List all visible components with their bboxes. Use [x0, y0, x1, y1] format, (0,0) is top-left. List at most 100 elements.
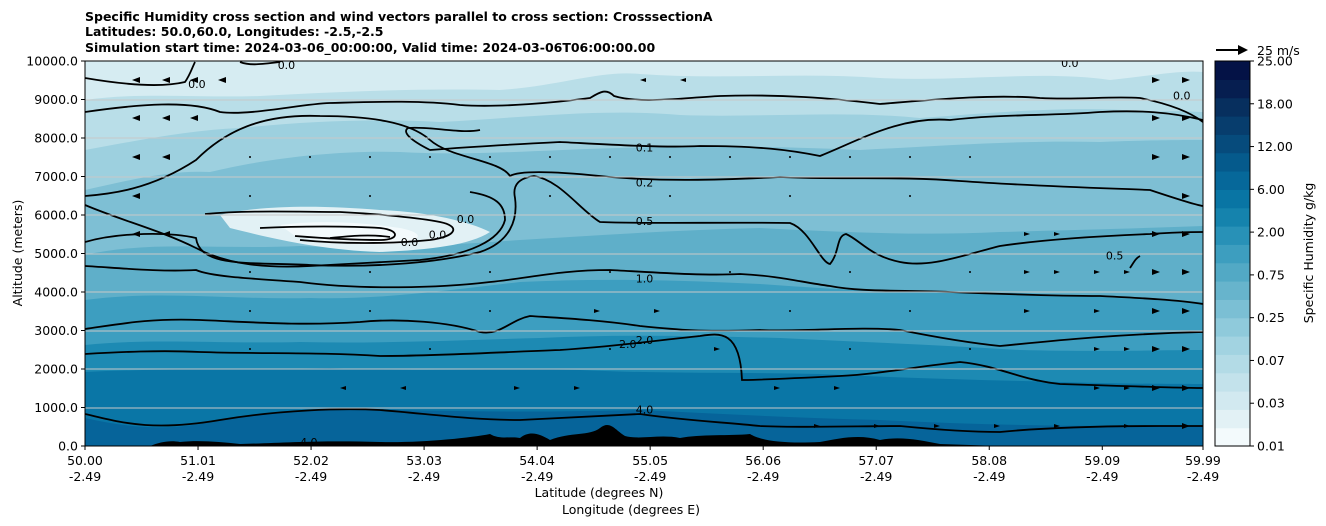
contour-line-0.0-dry-b	[259, 225, 396, 241]
contour-line-0.0-left	[85, 61, 196, 86]
colorbar-swatch	[1215, 262, 1250, 282]
y-tick-label: 3000.0	[34, 323, 78, 338]
contour-label: 0.0	[188, 78, 206, 91]
colorbar-swatch	[1215, 207, 1250, 227]
colorbar-swatch	[1215, 189, 1250, 209]
contour-line-0.0-dry-a	[204, 210, 454, 244]
contour-line-0.1	[85, 90, 1203, 123]
gridlines	[85, 99, 1203, 409]
contour-label: 2.0	[619, 338, 637, 351]
contour-label: 0.0	[457, 213, 475, 226]
x-tick-label-lat: 54.04	[519, 453, 555, 468]
colorbar-swatch	[1215, 97, 1250, 117]
contour-label: 0.1	[636, 142, 654, 155]
wind-reference-arrowhead	[1238, 45, 1248, 55]
x-tick-label-lat: 51.01	[180, 453, 216, 468]
chart-title-line-3: Simulation start time: 2024-03-06_00:00:…	[85, 40, 655, 56]
x-tick-label-lon: -2.49	[295, 469, 327, 484]
colorbar-tick-label: 0.75	[1257, 267, 1285, 282]
contour-label: 0.5	[1106, 249, 1124, 262]
contour-line-0.0-dry-outer	[85, 191, 506, 268]
contour-label: 0.0	[1173, 90, 1191, 103]
humidity-band-4.0	[85, 409, 1203, 446]
colorbar-tick-label: 0.03	[1257, 396, 1285, 411]
colorbar-swatch	[1215, 299, 1250, 319]
x-tick-label-lat: 56.06	[745, 453, 781, 468]
x-tick-label-lat: 59.99	[1185, 453, 1221, 468]
contour-label: 0.0	[278, 59, 296, 72]
x-tick-label-lon: -2.49	[69, 469, 101, 484]
y-axis-label: Altitude (meters)	[10, 200, 25, 307]
contour-line-0.0-top	[239, 61, 281, 66]
x-tick-label-lat: 57.07	[858, 453, 894, 468]
chart-title-line-1: Specific Humidity cross section and wind…	[85, 9, 713, 24]
y-tick-label: 9000.0	[34, 92, 78, 107]
colorbar: 0.01 0.03 0.07 0.25 0.75 2.00 6.00 12.00 18.00 25…	[1214, 54, 1293, 454]
x-tick-label-lon: -2.49	[521, 469, 553, 484]
colorbar-tick-label: 12.00	[1257, 139, 1293, 154]
x-axis-label-longitude: Longitude (degrees E)	[562, 502, 700, 517]
y-tick-label: 1000.0	[34, 400, 78, 415]
y-tick-label: 8000.0	[34, 131, 78, 146]
colorbar-frame	[1214, 60, 1251, 447]
colorbar-swatch	[1215, 317, 1250, 337]
x-tick-label-lat: 50.00	[67, 453, 103, 468]
contour-line-4.0	[85, 408, 1203, 433]
colorbar-label: Specific Humidity g/kg	[1301, 183, 1316, 324]
y-tick-label: 10000.0	[26, 54, 78, 69]
colorbar-swatch	[1215, 409, 1250, 429]
wind-vectors	[132, 77, 1190, 429]
colorbar-tick-label: 0.01	[1257, 439, 1285, 454]
y-tick-label: 4000.0	[34, 285, 78, 300]
contour-label: 1.0	[636, 273, 654, 286]
colorbar-swatch	[1215, 116, 1250, 135]
x-tick-label-lon: -2.49	[1086, 469, 1118, 484]
colorbar-swatch	[1215, 134, 1250, 154]
x-tick-label-lon: -2.49	[182, 469, 214, 484]
wind-reference-key: 25 m/s	[1216, 43, 1300, 58]
colorbar-tick-label: 0.07	[1257, 353, 1285, 368]
y-tick-label: 7000.0	[34, 169, 78, 184]
x-tick-label-lon: -2.49	[973, 469, 1005, 484]
contour-label: 4.0	[300, 436, 318, 449]
x-tick-label-lat: 55.05	[632, 453, 668, 468]
contour-label: 4.0	[636, 403, 654, 416]
contour-label: 0.0	[1061, 57, 1079, 70]
terrain-silhouette	[85, 425, 1000, 446]
chart-title-line-2: Latitudes: 50.0,60.0, Longitudes: -2.5,-…	[85, 24, 383, 39]
colorbar-swatch	[1215, 244, 1250, 264]
contour-line-0.2	[85, 114, 1203, 207]
colorbar-swatch	[1215, 226, 1250, 245]
contour-label: 0.5	[636, 215, 654, 228]
contour-line-0.0-dry-c	[329, 234, 391, 239]
colorbar-tick-label: 25.00	[1257, 54, 1293, 69]
contour-line-0.5-right	[1129, 255, 1141, 269]
colorbar-swatch	[1215, 152, 1250, 172]
y-tick-label: 2000.0	[34, 362, 78, 377]
y-tick-label: 5000.0	[34, 246, 78, 261]
x-axis: 50.00-2.4951.01-2.4952.02-2.4953.03-2.49…	[67, 446, 1221, 484]
contour-line-2.0-lower	[85, 333, 1203, 389]
colorbar-swatch	[1215, 391, 1250, 410]
colorbar-swatch	[1215, 281, 1250, 300]
x-axis-label-latitude: Latitude (degrees N)	[535, 485, 664, 500]
contour-label: 0.0	[429, 228, 447, 241]
y-tick-label: 0.0	[58, 439, 78, 454]
colorbar-swatch	[1215, 427, 1250, 447]
x-tick-label-lat: 58.08	[971, 453, 1007, 468]
contour-label: 0.0	[401, 236, 419, 249]
x-tick-label-lon: -2.49	[408, 469, 440, 484]
plot-area: 0.1 0.2 0.5 1.0 2.02.0 4.0 4.0 0.0 0.0 0.0 0.0 0.0 0…	[85, 57, 1203, 449]
x-tick-label-lon: -2.49	[1187, 469, 1219, 484]
contour-label: 2.0	[636, 334, 654, 347]
contour-line-0.1-tongue	[405, 110, 1203, 157]
y-axis: 0.0 1000.0 2000.0 3000.0 4000.0 5000.0 6000.0 7…	[26, 54, 85, 454]
contour-labels: 0.1 0.2 0.5 1.0 2.02.0 4.0 4.0 0.0 0.0 0.0 0.0 0.0 0…	[188, 57, 1191, 449]
x-tick-label-lat: 53.03	[406, 453, 442, 468]
x-tick-label-lon: -2.49	[747, 469, 779, 484]
colorbar-swatch	[1215, 336, 1250, 355]
colorbar-tick-label: 0.25	[1257, 310, 1285, 325]
y-tick-label: 6000.0	[34, 208, 78, 223]
x-tick-label-lat: 52.02	[293, 453, 329, 468]
